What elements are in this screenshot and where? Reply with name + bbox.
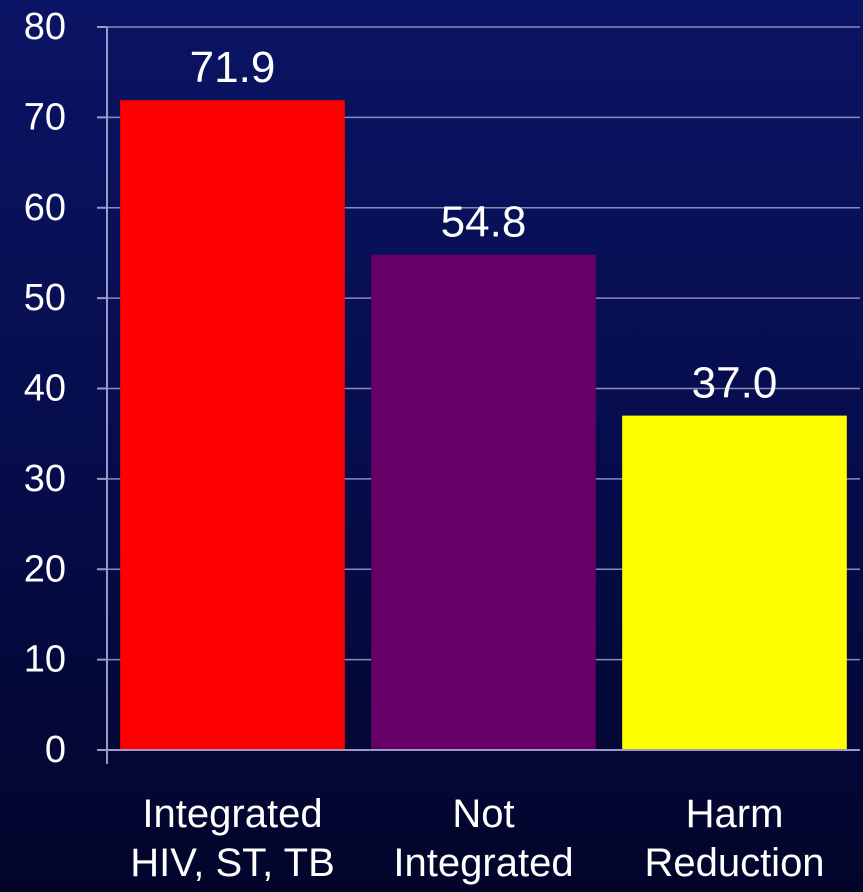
y-tick-label: 20 (24, 548, 66, 590)
category-label: Not (452, 792, 514, 836)
y-tick-label: 80 (24, 6, 66, 48)
y-tick-label: 60 (24, 187, 66, 229)
y-tick-label: 30 (24, 458, 66, 500)
category-label: Integrated (393, 841, 573, 885)
category-label: Harm (686, 792, 784, 836)
category-label: Integrated (142, 792, 322, 836)
axes (97, 26, 860, 764)
data-labels: 71.9 54.8 37.0 (190, 43, 778, 407)
y-tick-label: 50 (24, 277, 66, 319)
data-label: 54.8 (441, 198, 527, 247)
y-tick-labels: 0 10 20 30 40 50 60 70 80 (24, 6, 66, 771)
bar (120, 100, 345, 751)
category-label: Reduction (644, 841, 824, 885)
bar (371, 254, 596, 750)
category-labels: Integrated HIV, ST, TB Not Integrated Harm Re… (130, 792, 824, 885)
data-label: 71.9 (190, 43, 276, 92)
bars (120, 100, 847, 751)
y-tick-label: 10 (24, 639, 66, 681)
category-label: HIV, ST, TB (130, 841, 335, 885)
data-label: 37.0 (692, 359, 778, 408)
y-tick-label: 70 (24, 96, 66, 138)
y-tick-label: 40 (24, 368, 66, 410)
y-tick-label: 0 (45, 729, 66, 771)
bar (622, 415, 847, 750)
